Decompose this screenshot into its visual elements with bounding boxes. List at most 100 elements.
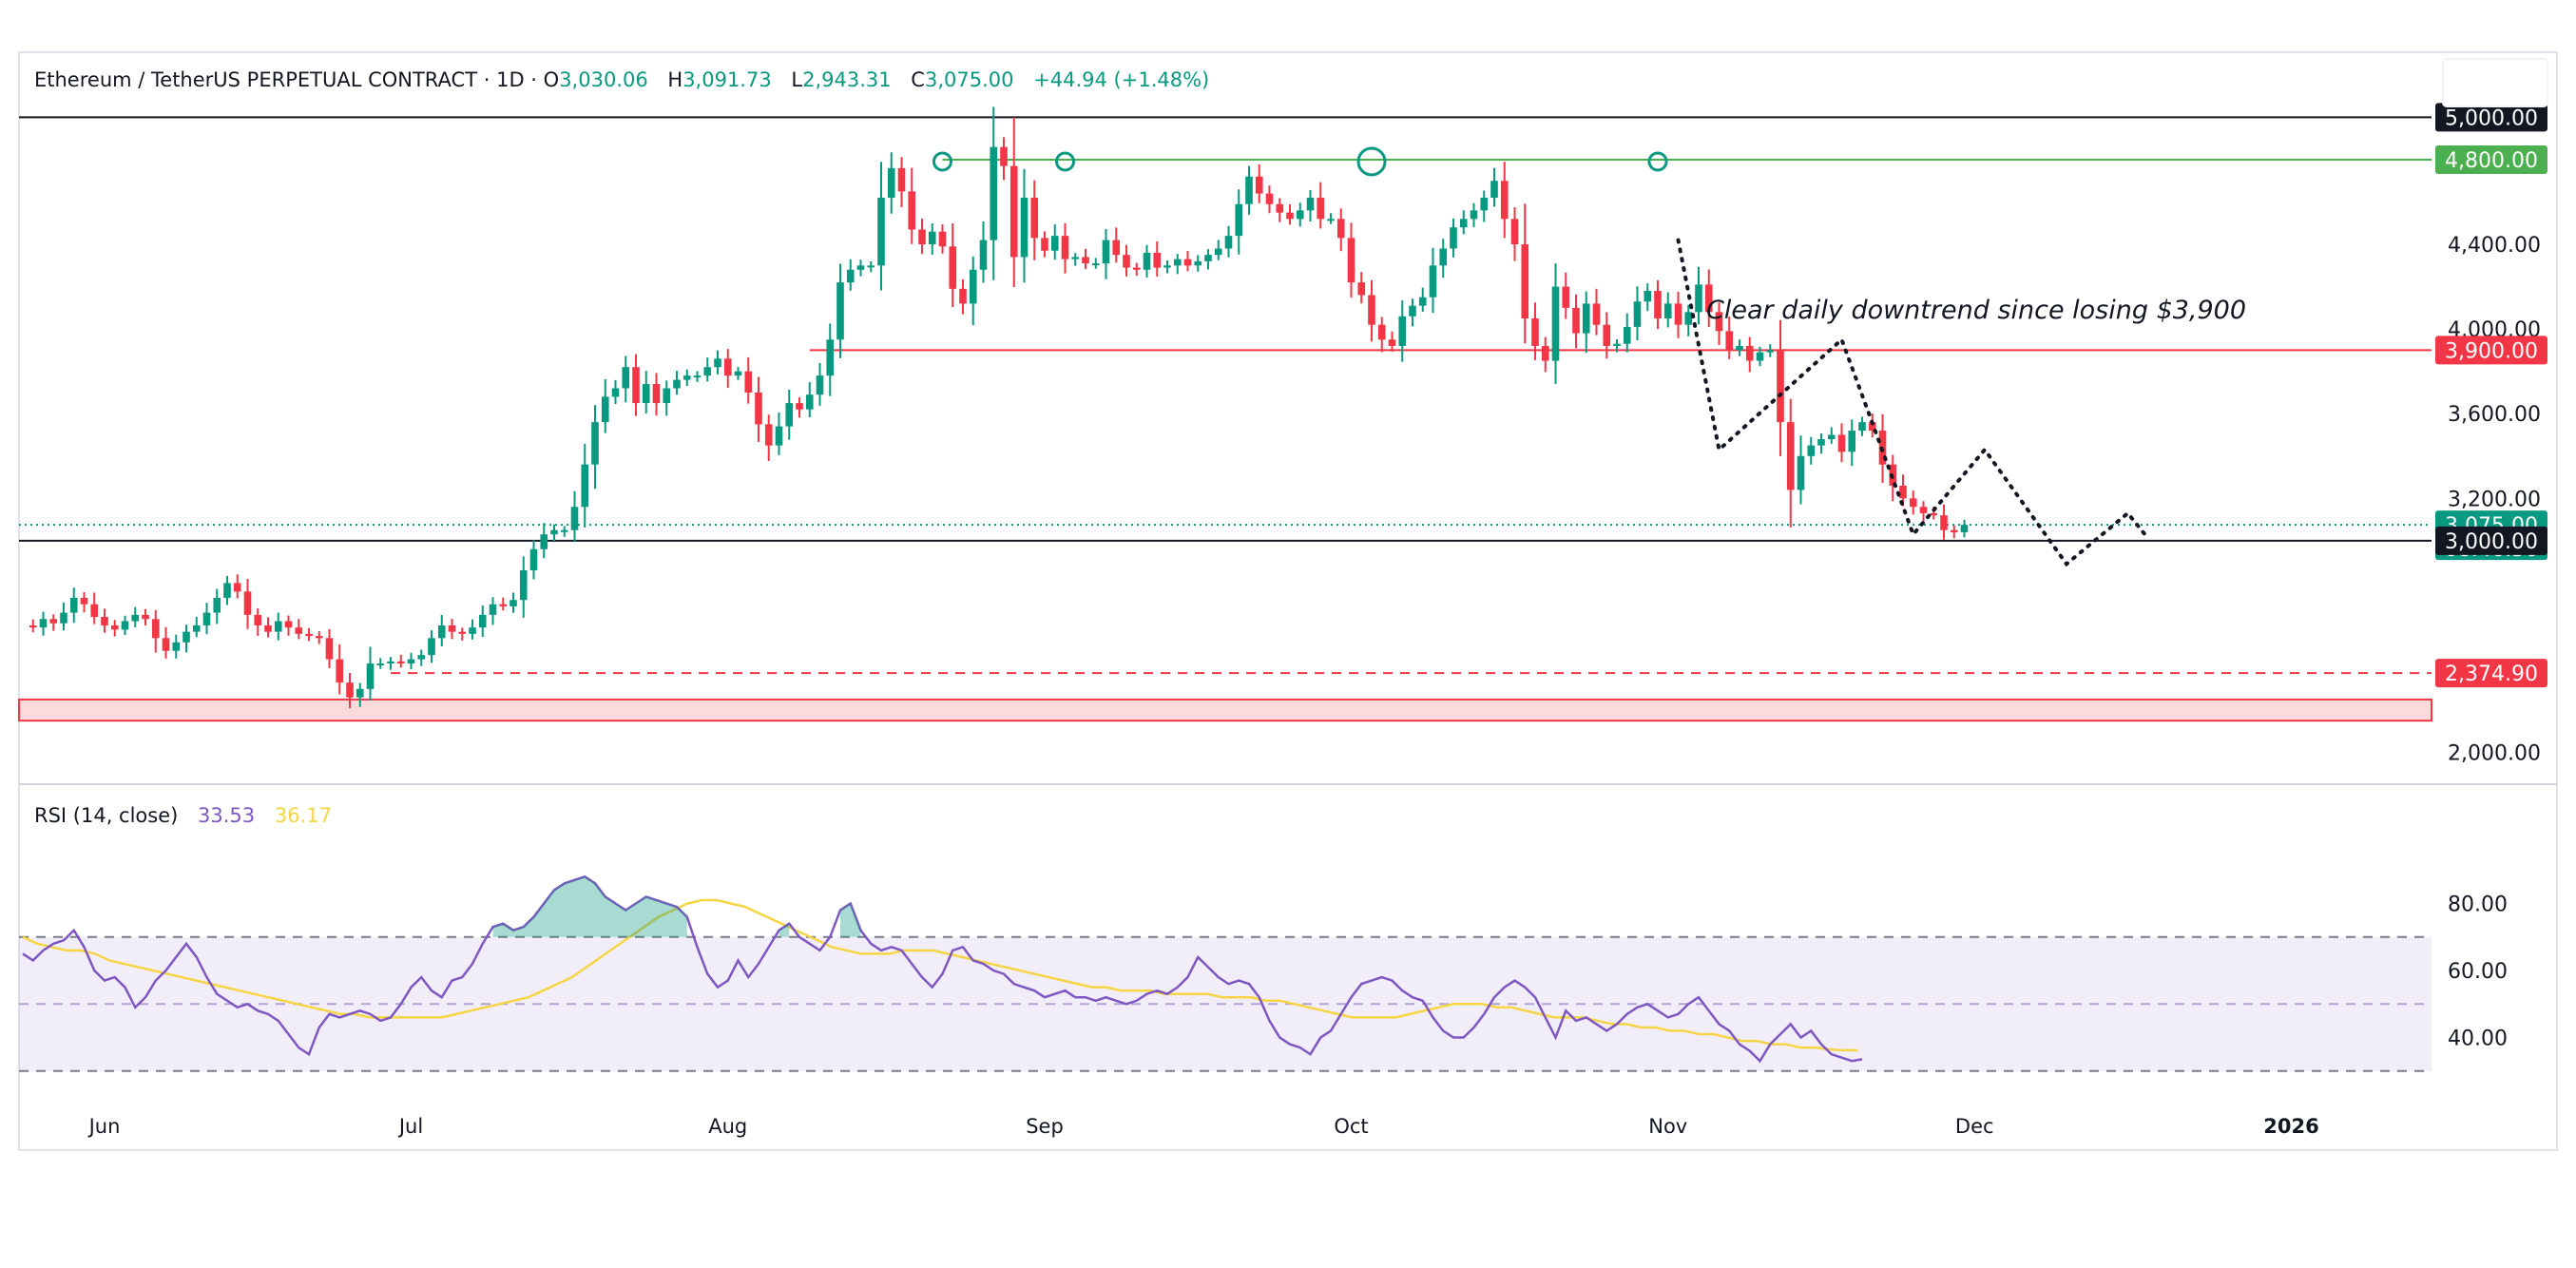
candle[interactable] <box>305 627 313 642</box>
candle[interactable] <box>1909 490 1917 515</box>
candle[interactable] <box>1940 504 1948 540</box>
candle[interactable] <box>693 371 702 382</box>
candle[interactable] <box>1582 291 1590 354</box>
interval-label[interactable]: 1D <box>496 68 525 91</box>
candle[interactable] <box>1756 346 1764 367</box>
candle[interactable] <box>601 378 609 433</box>
candle[interactable] <box>478 605 487 638</box>
candle[interactable] <box>1644 283 1652 312</box>
candle[interactable] <box>1082 248 1089 270</box>
candle[interactable] <box>1919 501 1928 522</box>
candle[interactable] <box>642 371 650 414</box>
candle[interactable] <box>1459 210 1468 235</box>
candle[interactable] <box>274 612 282 641</box>
candle[interactable] <box>1061 222 1069 274</box>
candle[interactable] <box>90 592 99 624</box>
candle[interactable] <box>162 626 170 659</box>
candle[interactable] <box>448 619 456 640</box>
candle[interactable] <box>1868 413 1876 438</box>
candle[interactable] <box>744 356 753 404</box>
candle[interactable] <box>990 106 998 280</box>
candle[interactable] <box>417 649 426 666</box>
candle[interactable] <box>652 373 661 416</box>
candle[interactable] <box>1633 286 1642 340</box>
candle[interactable] <box>264 617 272 638</box>
candle[interactable] <box>1807 436 1816 465</box>
candle[interactable] <box>1480 190 1489 222</box>
candle[interactable] <box>1603 312 1611 359</box>
candle[interactable] <box>846 259 855 291</box>
horizontal-levels-layer[interactable] <box>19 116 2432 675</box>
candle[interactable] <box>110 620 119 637</box>
candle[interactable] <box>49 614 58 631</box>
resistance-touch-marker[interactable] <box>932 151 952 172</box>
candle[interactable] <box>1613 339 1621 353</box>
candle[interactable] <box>295 619 303 640</box>
candle[interactable] <box>1204 249 1212 270</box>
candle[interactable] <box>202 603 211 635</box>
candle[interactable] <box>1357 272 1366 304</box>
candle[interactable] <box>1368 279 1375 342</box>
candle[interactable] <box>816 363 824 406</box>
candle[interactable] <box>908 167 916 244</box>
candle[interactable] <box>1377 317 1386 353</box>
candle[interactable] <box>1347 222 1355 298</box>
candle[interactable] <box>560 526 568 537</box>
candle[interactable] <box>1663 292 1672 328</box>
candle[interactable] <box>172 634 181 659</box>
candle[interactable] <box>1848 419 1856 467</box>
candle[interactable] <box>29 619 37 633</box>
candle[interactable] <box>1245 165 1253 215</box>
candle[interactable] <box>928 222 936 256</box>
candle[interactable] <box>428 630 435 663</box>
candle[interactable] <box>897 157 906 207</box>
candle[interactable] <box>1858 416 1866 436</box>
candle[interactable] <box>1786 398 1795 528</box>
candle[interactable] <box>1276 198 1284 222</box>
candle[interactable] <box>243 579 252 629</box>
candle[interactable] <box>581 443 589 528</box>
candle[interactable] <box>101 608 108 633</box>
candle[interactable] <box>663 380 671 416</box>
candle[interactable] <box>1163 259 1171 274</box>
candle[interactable] <box>509 592 517 613</box>
candle[interactable] <box>1704 269 1713 328</box>
candle[interactable] <box>682 369 691 387</box>
candle[interactable] <box>714 350 721 375</box>
candle[interactable] <box>673 371 681 395</box>
candle[interactable] <box>1429 247 1437 314</box>
candle[interactable] <box>632 354 640 416</box>
candle[interactable] <box>1050 224 1059 260</box>
candle[interactable] <box>764 414 773 462</box>
candle[interactable] <box>1102 228 1110 279</box>
resistance-touch-marker[interactable] <box>1356 146 1387 177</box>
candle[interactable] <box>969 256 977 326</box>
candle[interactable] <box>60 603 67 631</box>
candle[interactable] <box>336 644 344 695</box>
candle[interactable] <box>1521 203 1529 344</box>
symbol-name[interactable]: Ethereum / TetherUS PERPETUAL CONTRACT <box>34 68 477 91</box>
candle[interactable] <box>805 381 814 417</box>
candle[interactable] <box>775 413 783 455</box>
candle[interactable] <box>1214 240 1222 260</box>
candle[interactable] <box>1500 162 1509 239</box>
candle[interactable] <box>1450 218 1457 258</box>
candle[interactable] <box>1041 231 1048 258</box>
candle[interactable] <box>591 405 599 490</box>
candle[interactable] <box>1623 313 1631 353</box>
candle[interactable] <box>1684 304 1693 336</box>
candle[interactable] <box>366 646 375 701</box>
candle[interactable] <box>489 597 497 625</box>
candle[interactable] <box>1235 189 1243 255</box>
candle[interactable] <box>1255 163 1263 203</box>
candle[interactable] <box>1071 253 1080 266</box>
candle[interactable] <box>723 349 732 389</box>
candle[interactable] <box>1306 189 1315 221</box>
projection-path[interactable] <box>1676 238 2150 567</box>
candle[interactable] <box>1837 423 1846 463</box>
candle[interactable] <box>1409 298 1416 327</box>
candle[interactable] <box>1020 168 1028 283</box>
candle[interactable] <box>1827 427 1836 444</box>
candle[interactable] <box>437 614 446 647</box>
